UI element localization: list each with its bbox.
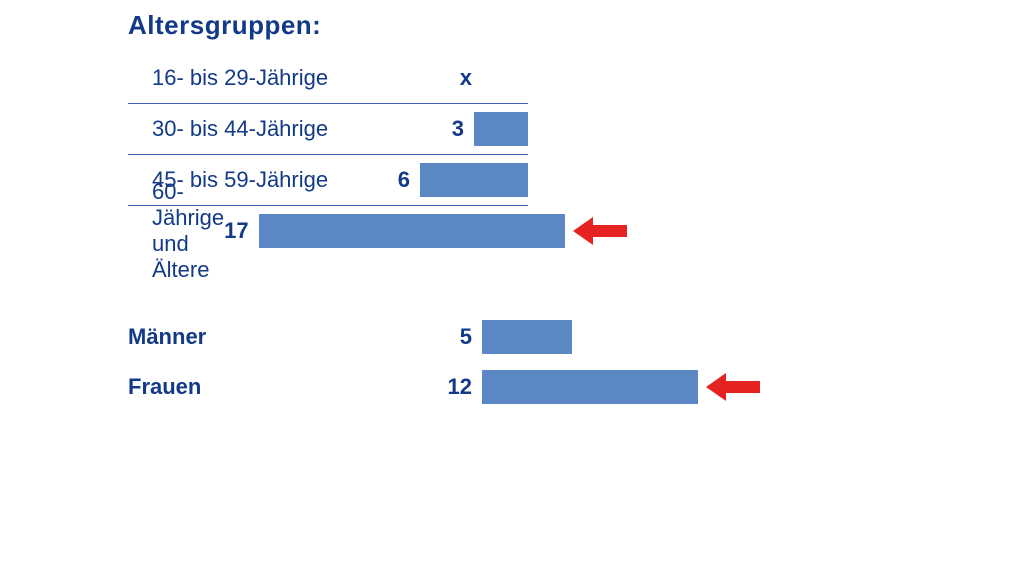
age-row: 60-Jährige und Ältere17 [128, 205, 528, 256]
gender-group-section: Männer5Frauen12 [128, 312, 1024, 412]
gender-row: Männer5 [128, 312, 1024, 362]
bar [482, 370, 698, 404]
row-label: 60-Jährige und Ältere [128, 179, 224, 283]
row-label: Frauen [128, 374, 428, 400]
bar [259, 214, 565, 248]
bar [420, 163, 528, 197]
bar-track [474, 104, 528, 154]
bar-track [420, 155, 528, 205]
bar-track [482, 362, 764, 412]
bar [474, 112, 528, 146]
gender-row: Frauen12 [128, 362, 1024, 412]
row-value: 17 [224, 218, 258, 244]
row-label: Männer [128, 324, 428, 350]
bar [482, 320, 572, 354]
highlight-arrow-icon [573, 213, 631, 249]
age-group-section: 16- bis 29-Jährigex30- bis 44-Jährige345… [128, 53, 1024, 256]
row-label: 30- bis 44-Jährige [128, 116, 421, 142]
row-value: 12 [428, 374, 482, 400]
row-value: 5 [428, 324, 482, 350]
age-row: 30- bis 44-Jährige3 [128, 103, 528, 154]
row-label: 16- bis 29-Jährige [128, 65, 428, 91]
highlight-arrow-icon [706, 369, 764, 405]
bar-track [482, 312, 572, 362]
row-value: 6 [375, 167, 420, 193]
row-value: x [428, 65, 482, 91]
age-row: 16- bis 29-Jährigex [128, 53, 1024, 103]
chart-page: Altersgruppen: 16- bis 29-Jährigex30- bi… [0, 0, 1024, 576]
chart-title: Altersgruppen: [128, 10, 1024, 41]
row-value: 3 [421, 116, 474, 142]
bar-track [259, 206, 631, 256]
